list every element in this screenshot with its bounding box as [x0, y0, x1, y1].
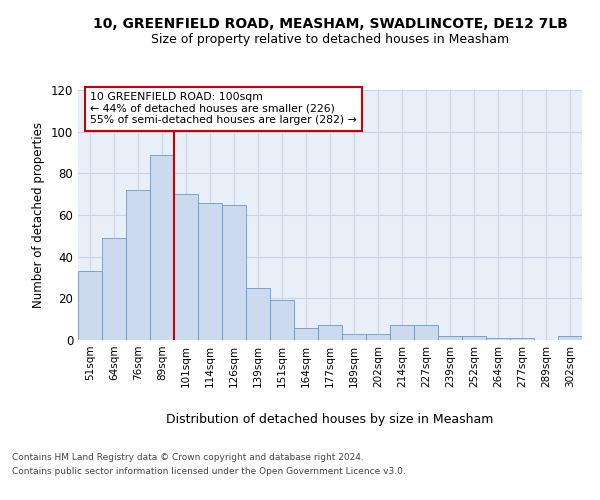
Bar	[270, 300, 294, 340]
Text: 10 GREENFIELD ROAD: 100sqm
← 44% of detached houses are smaller (226)
55% of sem: 10 GREENFIELD ROAD: 100sqm ← 44% of deta…	[90, 92, 357, 126]
Bar	[558, 336, 582, 340]
Bar	[78, 271, 102, 340]
Bar	[174, 194, 198, 340]
Bar	[294, 328, 318, 340]
Bar	[150, 154, 174, 340]
Bar	[510, 338, 534, 340]
Text: Contains HM Land Registry data © Crown copyright and database right 2024.: Contains HM Land Registry data © Crown c…	[12, 452, 364, 462]
Bar	[414, 326, 438, 340]
Bar	[486, 338, 510, 340]
Bar	[462, 336, 486, 340]
Y-axis label: Number of detached properties: Number of detached properties	[32, 122, 45, 308]
Text: Contains public sector information licensed under the Open Government Licence v3: Contains public sector information licen…	[12, 468, 406, 476]
Bar	[126, 190, 150, 340]
Bar	[318, 326, 342, 340]
Text: 10, GREENFIELD ROAD, MEASHAM, SWADLINCOTE, DE12 7LB: 10, GREENFIELD ROAD, MEASHAM, SWADLINCOT…	[92, 18, 568, 32]
Bar	[390, 326, 414, 340]
Bar	[198, 202, 222, 340]
Bar	[222, 204, 246, 340]
Bar	[438, 336, 462, 340]
Bar	[366, 334, 390, 340]
Bar	[342, 334, 366, 340]
Bar	[246, 288, 270, 340]
Text: Size of property relative to detached houses in Measham: Size of property relative to detached ho…	[151, 32, 509, 46]
Text: Distribution of detached houses by size in Measham: Distribution of detached houses by size …	[166, 412, 494, 426]
Bar	[102, 238, 126, 340]
